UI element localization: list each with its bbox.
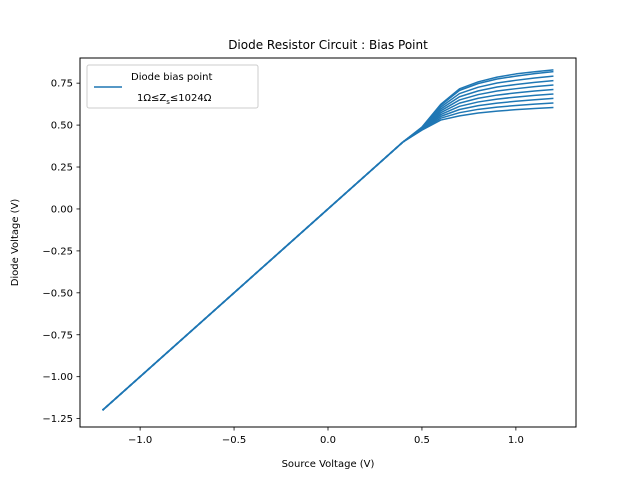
series-line-10 <box>102 69 554 411</box>
series-line-9 <box>102 70 554 411</box>
series-line-7 <box>102 79 554 411</box>
y-tick-label: −0.50 <box>42 288 73 299</box>
plot-frame <box>79 57 577 428</box>
y-tick-label: 0.25 <box>51 163 73 174</box>
series-line-4 <box>102 93 554 411</box>
series-line-3 <box>102 97 554 411</box>
x-axis-ticks: −1.0 −0.5 0.0 0.5 1.0 <box>128 427 524 446</box>
legend-label-range-start: 1Ω≤Z <box>137 93 166 104</box>
series-line-2 <box>102 102 554 411</box>
series-line-8 <box>102 75 554 411</box>
legend-label-line1: Diode bias point <box>131 72 213 83</box>
y-tick-label: 0.50 <box>51 121 73 132</box>
legend-box <box>86 64 259 109</box>
x-tick-label: 0.0 <box>320 435 336 446</box>
legend-label-sub: s <box>166 98 170 106</box>
y-axis-ticks: −1.25 −1.00 −0.75 −0.50 −0.25 0.00 0.25 0.50 0.7… <box>42 79 80 425</box>
series-line-1 <box>102 106 554 411</box>
x-tick-label: 1.0 <box>508 435 524 446</box>
x-tick-label: −1.0 <box>128 435 152 446</box>
chart-title: Diode Resistor Circuit : Bias Point <box>228 38 428 52</box>
y-tick-label: −1.25 <box>42 414 73 425</box>
x-tick-label: 0.5 <box>414 435 430 446</box>
x-tick-label: −0.5 <box>222 435 246 446</box>
legend-label-line2: 1Ω≤Zs≤1024Ω <box>137 93 212 106</box>
series-line-6 <box>102 84 554 411</box>
x-axis-label: Source Voltage (V) <box>282 459 375 470</box>
y-axis-label: Diode Voltage (V) <box>10 199 21 287</box>
y-tick-label: −0.25 <box>42 246 73 257</box>
y-tick-label: −0.75 <box>42 330 73 341</box>
series-lines <box>102 69 554 411</box>
y-tick-label: 0.75 <box>51 79 73 90</box>
legend: Diode bias point 1Ω≤Zs≤1024Ω <box>86 64 259 109</box>
series-line-5 <box>102 88 554 411</box>
y-tick-label: −1.00 <box>42 372 73 383</box>
y-tick-label: 0.00 <box>51 204 73 215</box>
legend-label-range-end: ≤1024Ω <box>170 93 212 104</box>
